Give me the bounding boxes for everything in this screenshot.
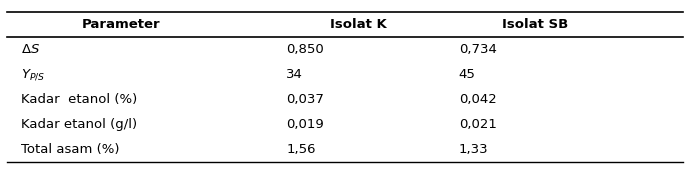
Text: 1,33: 1,33 xyxy=(459,143,489,156)
Text: 0,042: 0,042 xyxy=(459,93,497,106)
Text: 0,019: 0,019 xyxy=(286,118,324,131)
Text: Parameter: Parameter xyxy=(81,18,160,31)
Text: Kadar  etanol (%): Kadar etanol (%) xyxy=(21,93,137,106)
Text: Total asam (%): Total asam (%) xyxy=(21,143,119,156)
Text: $\it{Y_{P/S}}$: $\it{Y_{P/S}}$ xyxy=(21,67,45,82)
Text: 45: 45 xyxy=(459,68,475,81)
Text: Kadar etanol (g/l): Kadar etanol (g/l) xyxy=(21,118,137,131)
Text: Isolat K: Isolat K xyxy=(331,18,387,31)
Text: $\it{\Delta S}$: $\it{\Delta S}$ xyxy=(21,43,40,56)
Text: 0,734: 0,734 xyxy=(459,43,497,56)
Text: 34: 34 xyxy=(286,68,303,81)
Text: 0,021: 0,021 xyxy=(459,118,497,131)
Text: Isolat SB: Isolat SB xyxy=(502,18,568,31)
Text: 0,037: 0,037 xyxy=(286,93,324,106)
Text: 0,850: 0,850 xyxy=(286,43,324,56)
Text: 1,56: 1,56 xyxy=(286,143,316,156)
